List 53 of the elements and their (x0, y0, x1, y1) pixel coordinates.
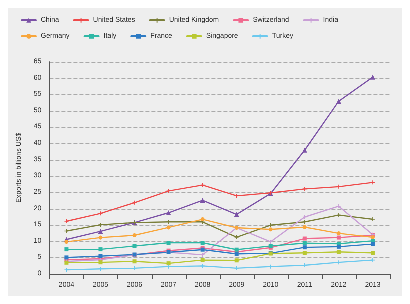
point (336, 244, 341, 249)
point (302, 246, 307, 250)
point (234, 194, 239, 198)
point (132, 234, 137, 238)
point (200, 218, 205, 222)
point (336, 250, 341, 254)
point (302, 148, 308, 153)
point (234, 258, 239, 263)
point (166, 210, 172, 216)
point (370, 251, 375, 256)
point (336, 213, 341, 218)
point (336, 98, 342, 104)
point (64, 240, 69, 244)
point (268, 240, 273, 244)
point (370, 74, 376, 80)
point (166, 262, 171, 266)
point (234, 235, 239, 240)
point (302, 225, 307, 230)
point (302, 215, 307, 220)
point (166, 226, 171, 230)
point (166, 241, 171, 246)
point (302, 251, 307, 256)
point (302, 241, 307, 246)
point (336, 204, 341, 208)
point (132, 200, 137, 205)
point (302, 220, 307, 224)
point (268, 264, 273, 269)
point (98, 236, 103, 240)
point (302, 236, 307, 241)
point (200, 241, 205, 246)
point (370, 258, 375, 262)
point (98, 260, 103, 265)
point (64, 248, 69, 252)
point (370, 180, 375, 185)
point (200, 258, 205, 262)
point (98, 248, 103, 252)
point (132, 244, 137, 248)
point (268, 223, 273, 228)
point (370, 242, 375, 246)
point (98, 254, 103, 258)
line-series (64, 180, 375, 224)
point (302, 187, 307, 192)
point (132, 260, 137, 264)
point (234, 212, 240, 218)
point (336, 232, 341, 236)
point (200, 198, 206, 204)
point (370, 218, 375, 222)
point (234, 266, 239, 270)
point (336, 236, 341, 240)
point (268, 228, 273, 232)
point (64, 219, 69, 224)
point (98, 229, 104, 234)
point (234, 248, 239, 252)
